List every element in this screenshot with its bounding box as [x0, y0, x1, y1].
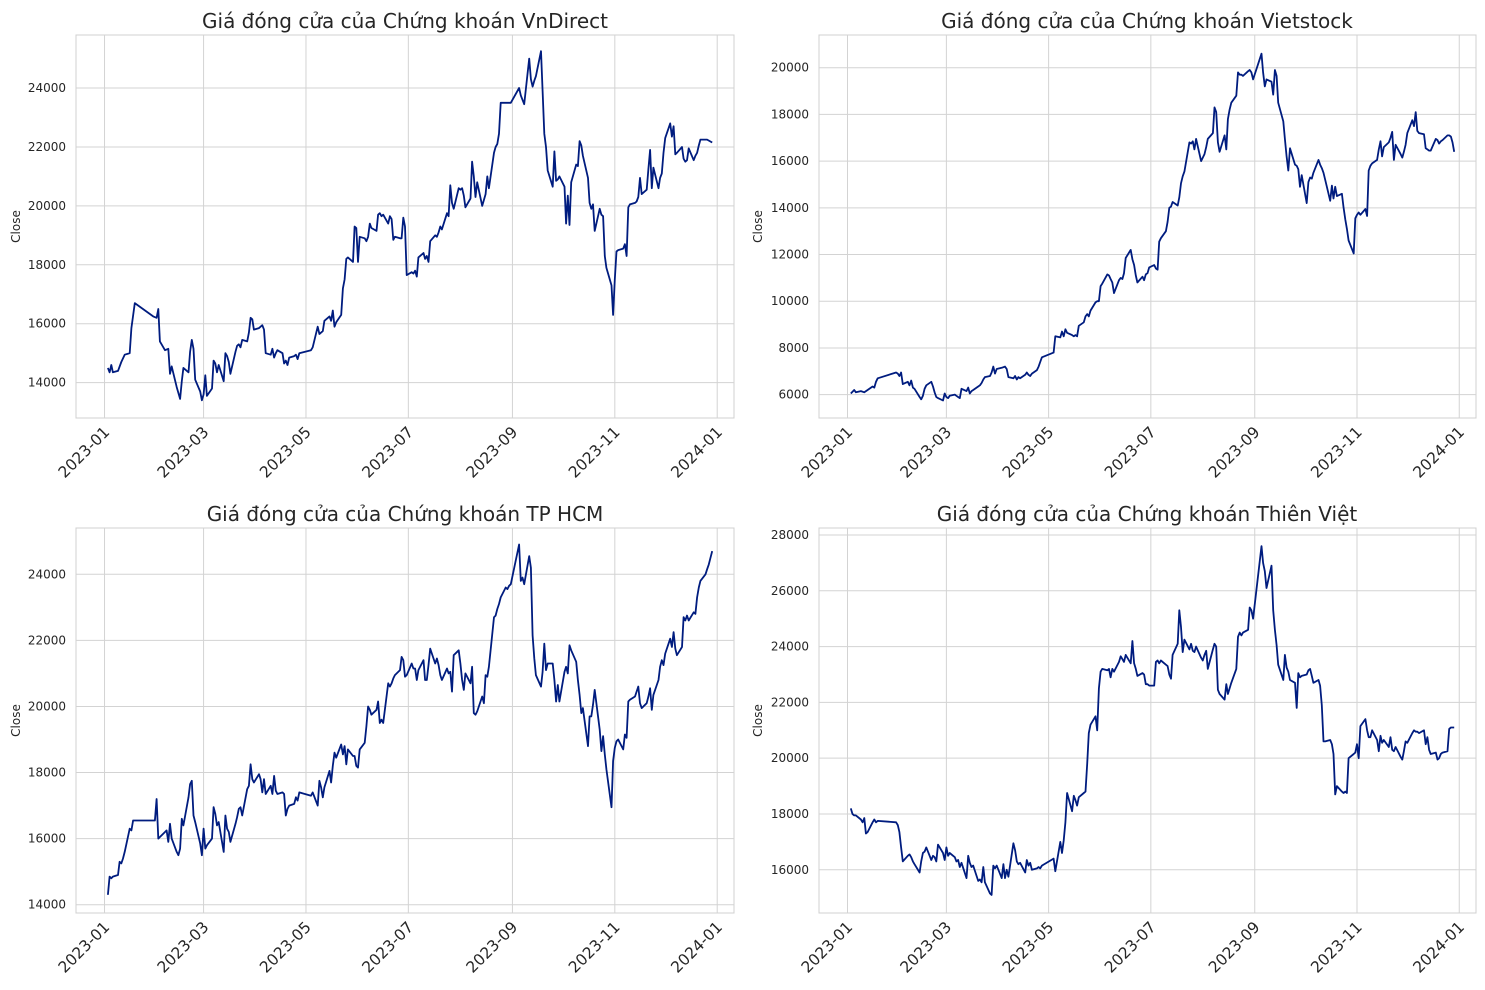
y-tick-label: 20000	[28, 199, 66, 213]
x-tick-label: 2023-07	[359, 423, 418, 482]
plot-area	[818, 527, 1477, 914]
x-tick-labels: 2023-01 2023-03 2023-05 2023-07 2023-09 2023-…	[55, 423, 726, 482]
y-tick-label: 14000	[28, 376, 66, 390]
x-tick-label: 2023-09	[463, 918, 522, 977]
x-tick-label: 2023-11	[1307, 423, 1366, 482]
y-tick-label: 24000	[771, 640, 809, 654]
close-price-line	[850, 52, 1456, 402]
y-tick-labels: 14000 16000 18000 20000 22000 24000	[28, 567, 66, 911]
y-tick-labels: 16000 18000 20000 22000 24000 26000 28000	[771, 528, 809, 877]
y-tick-label: 20000	[28, 699, 66, 713]
y-tick-label: 18000	[28, 258, 66, 272]
y-tick-label: 16000	[28, 317, 66, 331]
y-axis-label: Close	[751, 210, 765, 243]
plot-area	[75, 527, 735, 914]
y-tick-label: 24000	[28, 81, 66, 95]
x-tick-label: 2023-11	[565, 423, 624, 482]
y-axis-label: Close	[9, 704, 23, 737]
chart-title: Giá đóng cửa của Chứng khoán Thiên Việt	[937, 502, 1358, 526]
y-axis-label: Close	[9, 210, 23, 243]
x-tick-label: 2023-05	[999, 918, 1058, 977]
x-tick-labels: 2023-01 2023-03 2023-05 2023-07 2023-09 2023-…	[798, 918, 1468, 977]
gridlines	[76, 528, 734, 913]
x-tick-labels: 2023-01 2023-03 2023-05 2023-07 2023-09 2023-…	[798, 423, 1468, 482]
subplot-tp-hcm: Giá đóng cửa của Chứng khoán TP HCM 2023…	[9, 502, 735, 977]
y-tick-label: 22000	[28, 633, 66, 647]
x-tick-label: 2023-01	[798, 918, 857, 977]
y-tick-label: 10000	[771, 294, 809, 308]
x-tick-label: 2023-11	[1307, 918, 1366, 977]
x-tick-label: 2023-03	[897, 423, 956, 482]
y-axis-label: Close	[751, 704, 765, 737]
plot-area	[818, 34, 1477, 419]
close-price-line	[849, 545, 1455, 896]
y-tick-label: 16000	[28, 832, 66, 846]
y-tick-label: 18000	[771, 107, 809, 121]
y-tick-label: 22000	[28, 140, 66, 154]
y-tick-label: 20000	[771, 61, 809, 75]
x-tick-label: 2023-07	[1101, 918, 1160, 977]
y-tick-label: 16000	[771, 154, 809, 168]
y-tick-label: 12000	[771, 248, 809, 262]
x-tick-labels: 2023-01 2023-03 2023-05 2023-07 2023-09 2023-…	[55, 918, 726, 977]
subplot-thien-viet: Giá đóng cửa của Chứng khoán Thiên Việt …	[751, 502, 1477, 977]
x-tick-label: 2023-09	[1205, 918, 1264, 977]
y-tick-label: 28000	[771, 528, 809, 542]
y-tick-label: 14000	[771, 201, 809, 215]
gridlines	[76, 35, 734, 418]
y-tick-label: 14000	[28, 898, 66, 912]
x-tick-label: 2024-01	[1410, 423, 1469, 482]
x-tick-label: 2023-03	[897, 918, 956, 977]
close-price-line	[107, 50, 713, 402]
x-tick-label: 2024-01	[668, 423, 727, 482]
x-tick-label: 2024-01	[1410, 918, 1469, 977]
y-tick-label: 6000	[778, 388, 809, 402]
y-tick-label: 16000	[771, 863, 809, 877]
x-tick-label: 2023-03	[154, 918, 213, 977]
x-tick-label: 2023-01	[55, 918, 114, 977]
x-tick-label: 2023-07	[359, 918, 418, 977]
y-tick-label: 8000	[778, 341, 809, 355]
chart-title: Giá đóng cửa của Chứng khoán VnDirect	[202, 9, 608, 33]
chart-title: Giá đóng cửa của Chứng khoán TP HCM	[207, 502, 604, 526]
y-tick-label: 22000	[771, 695, 809, 709]
x-tick-label: 2023-01	[798, 423, 857, 482]
x-tick-label: 2023-05	[256, 423, 315, 482]
y-tick-label: 20000	[771, 751, 809, 765]
y-tick-label: 18000	[771, 807, 809, 821]
x-tick-label: 2023-05	[999, 423, 1058, 482]
x-tick-label: 2023-05	[256, 918, 315, 977]
y-tick-labels: 14000 16000 18000 20000 22000 24000	[28, 81, 66, 390]
y-tick-label: 18000	[28, 766, 66, 780]
x-tick-label: 2023-01	[55, 423, 114, 482]
subplot-vietstock: Giá đóng cửa của Chứng khoán Vietstock 2…	[751, 9, 1477, 482]
x-tick-label: 2023-03	[154, 423, 213, 482]
x-tick-label: 2024-01	[668, 918, 727, 977]
chart-title: Giá đóng cửa của Chứng khoán Vietstock	[941, 9, 1353, 33]
x-tick-label: 2023-11	[565, 918, 624, 977]
y-tick-labels: 6000 8000 10000 12000 14000 16000 18000 20000	[771, 61, 809, 402]
x-tick-label: 2023-07	[1101, 423, 1160, 482]
close-price-line	[107, 543, 714, 895]
y-tick-label: 26000	[771, 584, 809, 598]
y-tick-label: 24000	[28, 567, 66, 581]
x-tick-label: 2023-09	[463, 423, 522, 482]
gridlines	[819, 528, 1476, 913]
subplot-vndirect: Giá đóng cửa của Chứng khoán VnDirect 20…	[9, 9, 735, 482]
x-tick-label: 2023-09	[1205, 423, 1264, 482]
